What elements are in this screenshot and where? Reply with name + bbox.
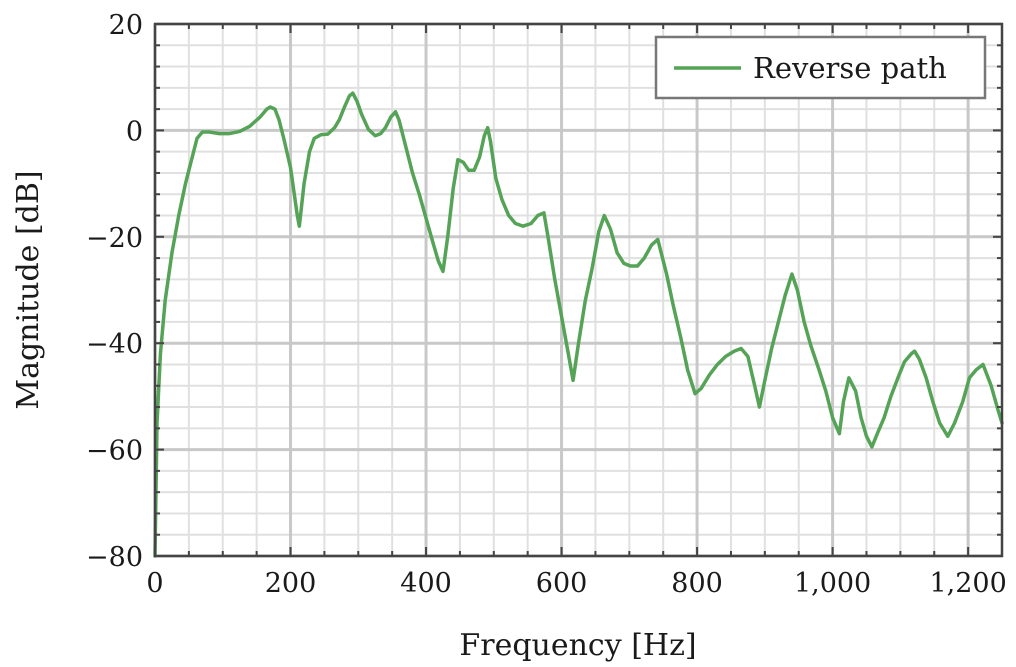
x-tick-label: 800	[671, 568, 723, 599]
y-tick-label: −40	[86, 329, 143, 360]
x-tick-label: 1,000	[794, 568, 871, 599]
axis-ticks	[154, 23, 1003, 557]
y-axis-label: Magnitude [dB]	[11, 170, 46, 409]
plot-frame	[153, 22, 1004, 558]
y-tick-label: 20	[109, 10, 143, 41]
y-tick-label: −80	[86, 542, 143, 573]
x-tick-labels: 0 200 400 600 800 1,000 1,200	[146, 568, 1006, 599]
y-tick-label: −20	[86, 223, 143, 254]
y-tick-label: 0	[126, 116, 143, 147]
y-tick-label: −60	[86, 436, 143, 467]
major-grid	[153, 22, 1002, 558]
legend: Reverse path	[654, 35, 987, 100]
x-tick-label: 200	[265, 568, 317, 599]
series-line-reverse-path	[153, 91, 1004, 558]
x-tick-label: 400	[400, 568, 452, 599]
x-tick-label: 1,200	[929, 568, 1006, 599]
x-tick-label: 600	[536, 568, 588, 599]
legend-label-reverse-path: Reverse path	[753, 51, 947, 85]
x-axis-label: Frequency [Hz]	[459, 628, 696, 663]
minor-grid	[155, 24, 1003, 556]
y-tick-labels: −80 −60 −40 −20 0 20	[86, 10, 143, 573]
x-tick-label: 0	[146, 568, 163, 599]
plot-series	[153, 91, 1004, 558]
